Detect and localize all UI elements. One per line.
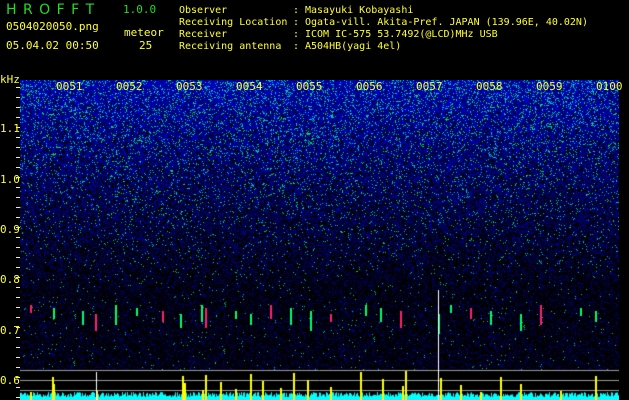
time-tick-label: 0057 xyxy=(416,80,443,93)
y-minor-tick xyxy=(16,337,20,338)
y-minor-tick xyxy=(16,327,20,328)
observer-value: Masayuki Kobayashi xyxy=(305,5,414,16)
separator: : xyxy=(293,5,300,16)
y-minor-tick xyxy=(16,127,20,128)
datetime: 05.04.02 00:50 xyxy=(6,39,99,52)
y-minor-tick xyxy=(16,177,20,178)
time-tick-label: 0059 xyxy=(536,80,563,93)
receiver-value: ICOM IC-575 53.7492(@LCD)MHz USB xyxy=(305,29,498,40)
antenna-value: A504HB(yagi 4el) xyxy=(305,41,402,52)
meteor-label: meteor xyxy=(124,26,164,39)
y-tick-label: 1.0 xyxy=(0,173,20,186)
meteor-count: 25 xyxy=(139,39,153,52)
spectrogram xyxy=(20,80,619,400)
y-minor-tick xyxy=(16,227,20,228)
y-minor-tick xyxy=(16,197,20,198)
y-minor-tick xyxy=(16,167,20,168)
time-tick-label: 0052 xyxy=(116,80,143,93)
y-minor-tick xyxy=(16,277,20,278)
y-tick-label: 0.8 xyxy=(0,273,20,286)
y-minor-tick xyxy=(16,207,20,208)
y-minor-tick xyxy=(16,187,20,188)
y-minor-tick xyxy=(16,107,20,108)
y-minor-tick xyxy=(16,387,20,388)
y-minor-tick xyxy=(16,267,20,268)
y-minor-tick xyxy=(16,257,20,258)
separator: : xyxy=(293,17,300,28)
y-minor-tick xyxy=(16,377,20,378)
y-axis-unit: kHz xyxy=(0,73,20,86)
y-minor-tick xyxy=(16,357,20,358)
time-tick-label: 0100 xyxy=(596,80,623,93)
y-minor-tick xyxy=(16,247,20,248)
y-tick-label: 1.1 xyxy=(0,122,20,135)
y-minor-tick xyxy=(16,147,20,148)
y-minor-tick xyxy=(16,237,20,238)
y-minor-tick xyxy=(16,217,20,218)
y-minor-tick xyxy=(16,97,20,98)
antenna-label: Receiving antenna xyxy=(179,41,282,52)
y-minor-tick xyxy=(16,397,20,398)
y-minor-tick xyxy=(16,297,20,298)
location-value: Ogata-vill. Akita-Pref. JAPAN (139.96E, … xyxy=(305,17,588,28)
y-minor-tick xyxy=(16,307,20,308)
location-label: Receiving Location xyxy=(179,17,288,28)
separator: : xyxy=(293,41,300,52)
time-tick-label: 0053 xyxy=(176,80,203,93)
time-tick-label: 0055 xyxy=(296,80,323,93)
receiver-label: Receiver xyxy=(179,29,228,40)
y-minor-tick xyxy=(16,367,20,368)
y-minor-tick xyxy=(16,87,20,88)
time-tick-label: 0056 xyxy=(356,80,383,93)
app-version: 1.0.0 xyxy=(123,3,157,16)
time-tick-label: 0058 xyxy=(476,80,503,93)
y-tick-label: 0.9 xyxy=(0,223,20,236)
y-minor-tick xyxy=(16,157,20,158)
y-minor-tick xyxy=(16,117,20,118)
separator: : xyxy=(293,29,300,40)
y-minor-tick xyxy=(16,287,20,288)
observer-label: Observer xyxy=(179,5,228,16)
y-tick-label: 0.6 xyxy=(0,374,20,387)
time-tick-label: 0054 xyxy=(236,80,263,93)
file-name: 0504020050.png xyxy=(6,20,99,33)
y-minor-tick xyxy=(16,137,20,138)
y-tick-label: 0.7 xyxy=(0,324,20,337)
app-title: H R O F F T xyxy=(6,2,96,18)
y-minor-tick xyxy=(16,347,20,348)
y-minor-tick xyxy=(16,317,20,318)
time-tick-label: 0051 xyxy=(56,80,83,93)
